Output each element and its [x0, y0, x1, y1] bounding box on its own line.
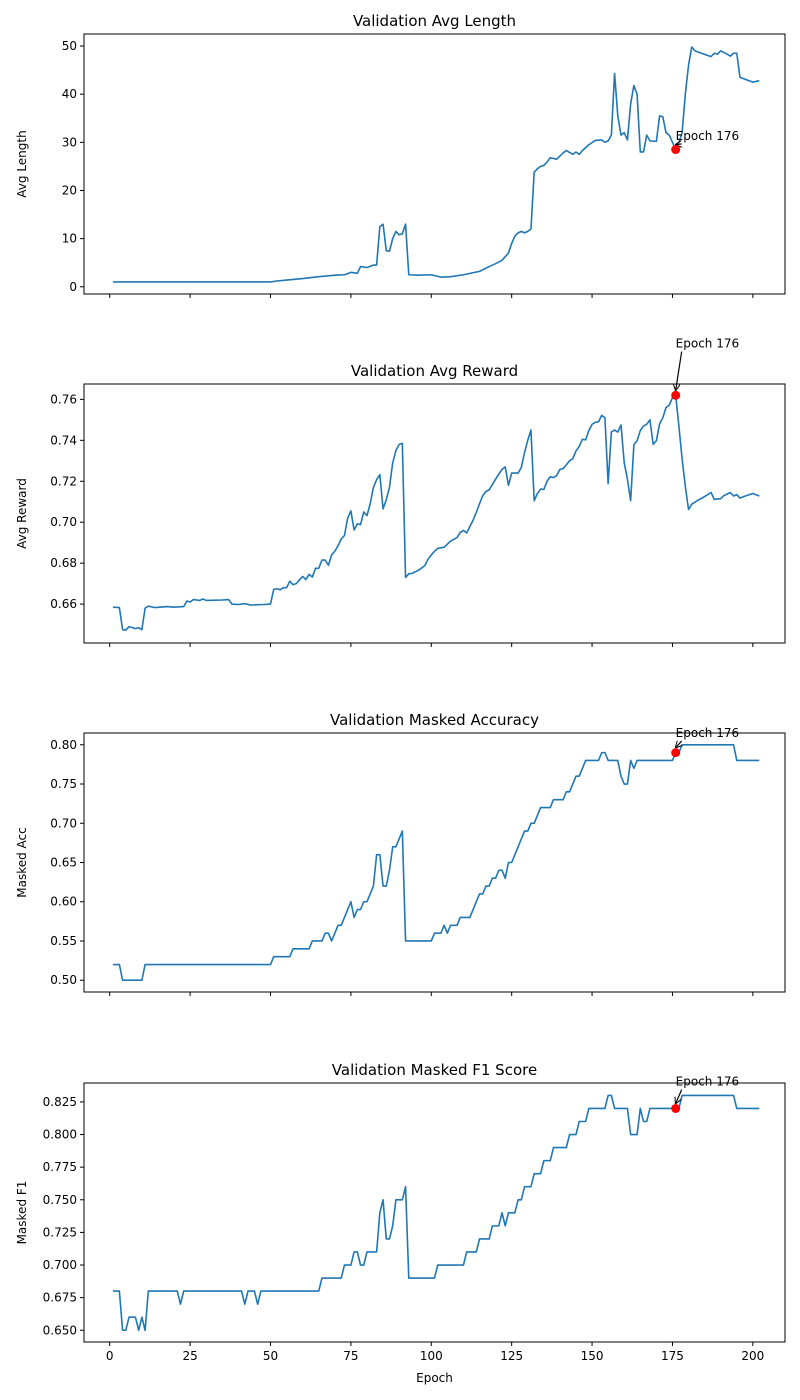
- y-tick-label: 0.70: [50, 515, 77, 529]
- y-tick-label: 0.60: [50, 895, 77, 909]
- x-tick-label: 0: [106, 1349, 114, 1363]
- y-tick-label: 0.750: [43, 1193, 77, 1207]
- axes-frame: [83, 383, 786, 644]
- chart-title: Validation Masked Accuracy: [330, 711, 539, 729]
- y-tick-label: 0.825: [43, 1095, 77, 1109]
- x-tick-label: 125: [500, 1349, 523, 1363]
- x-tick-label: 200: [741, 1349, 764, 1363]
- axes-frame: [83, 1082, 786, 1343]
- highlight-point: [671, 145, 681, 155]
- y-tick-label: 0.700: [43, 1258, 77, 1272]
- y-tick-label: 0.55: [50, 934, 77, 948]
- y-axis-label: Masked F1: [15, 1181, 29, 1245]
- axes-frame: [83, 732, 786, 993]
- y-axis-label: Avg Length: [15, 130, 29, 197]
- annotation-label: Epoch 176: [676, 726, 739, 740]
- y-tick-label: 0.74: [50, 433, 77, 447]
- x-tick-label: 25: [182, 1349, 197, 1363]
- chart-panel-4: Validation Masked F1 Score Masked F1 Epoch…: [15, 1061, 786, 1385]
- y-tick-label: 0.675: [43, 1291, 77, 1305]
- axes-frame: [83, 33, 786, 295]
- x-axis-label: Epoch: [416, 1371, 453, 1385]
- annotation-label: Epoch 176: [676, 1075, 739, 1089]
- y-tick-label: 0.800: [43, 1128, 77, 1142]
- y-tick-label: 30: [62, 135, 77, 149]
- series-line: [112, 1094, 760, 1332]
- y-tick-label: 0.72: [50, 474, 77, 488]
- y-tick-label: 0.80: [50, 738, 77, 752]
- series-line: [112, 394, 760, 631]
- x-tick-label: 100: [420, 1349, 443, 1363]
- y-tick-label: 0.70: [50, 816, 77, 830]
- y-tick-label: 0.68: [50, 556, 77, 570]
- annotation-arrow: [676, 144, 682, 145]
- y-tick-label: 0.66: [50, 597, 77, 611]
- chart-title: Validation Masked F1 Score: [332, 1061, 537, 1079]
- chart-title: Validation Avg Reward: [351, 362, 518, 380]
- y-tick-label: 0.65: [50, 856, 77, 870]
- annotation-label: Epoch 176: [676, 337, 739, 351]
- chart-panel-3: Validation Masked Accuracy Masked Acc 0.50…: [15, 711, 786, 996]
- annotation-label: Epoch 176: [676, 129, 739, 143]
- y-axis-label: Avg Reward: [15, 478, 29, 549]
- x-tick-label: 150: [581, 1349, 604, 1363]
- y-tick-label: 0.50: [50, 973, 77, 987]
- y-tick-label: 0.650: [43, 1323, 77, 1337]
- y-tick-label: 10: [62, 232, 77, 246]
- highlight-point: [671, 1103, 681, 1113]
- series-line: [112, 46, 760, 283]
- y-tick-label: 0.775: [43, 1160, 77, 1174]
- x-tick-label: 175: [661, 1349, 684, 1363]
- x-tick-label: 75: [343, 1349, 358, 1363]
- y-tick-label: 0.725: [43, 1225, 77, 1239]
- highlight-point: [671, 748, 681, 758]
- annotation-arrow: [676, 1089, 683, 1104]
- chart-panel-1: Validation Avg Length Avg Length 0 10 20 30 40…: [15, 12, 786, 298]
- x-tick-label: 50: [263, 1349, 278, 1363]
- series-line: [112, 743, 760, 982]
- y-tick-label: 0.76: [50, 392, 77, 406]
- chart-title: Validation Avg Length: [353, 12, 516, 30]
- y-tick-label: 40: [62, 87, 77, 101]
- highlight-point: [671, 390, 681, 400]
- y-tick-label: 0: [69, 280, 77, 294]
- annotation-arrow: [676, 740, 682, 748]
- y-tick-label: 0.75: [50, 777, 77, 791]
- annotation-arrow: [676, 351, 683, 391]
- y-axis-label: Masked Acc: [15, 827, 29, 898]
- y-tick-label: 20: [62, 183, 77, 197]
- chart-panel-2: Validation Avg Reward Avg Reward 0.66 0.68 0…: [15, 337, 786, 647]
- y-tick-label: 50: [62, 39, 77, 53]
